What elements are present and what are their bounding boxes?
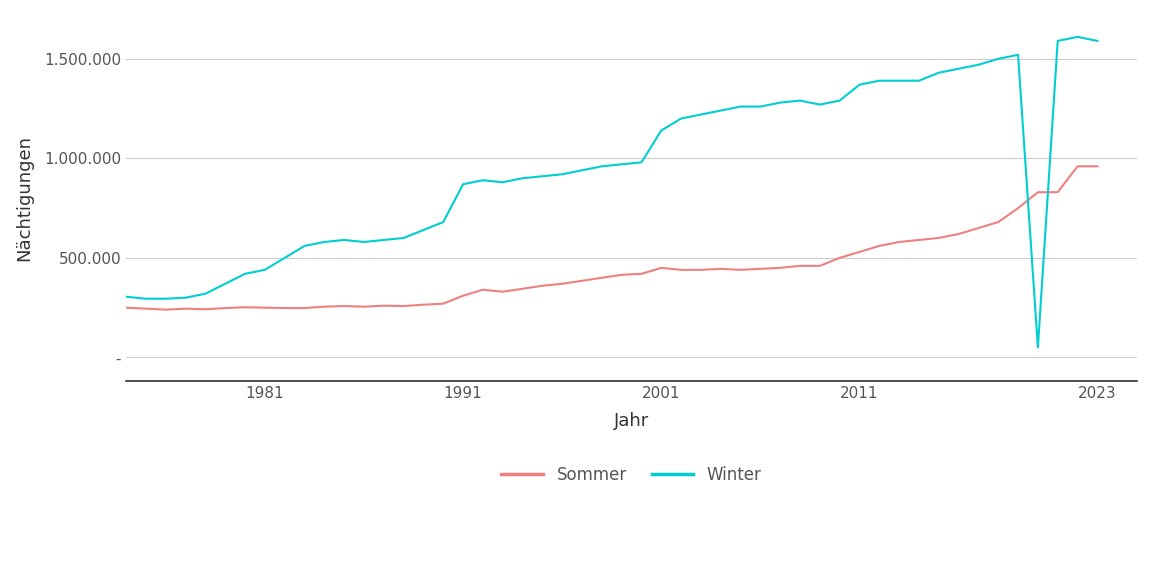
X-axis label: Jahr: Jahr bbox=[614, 412, 650, 430]
Legend: Sommer, Winter: Sommer, Winter bbox=[495, 459, 768, 490]
Y-axis label: Nächtigungen: Nächtigungen bbox=[15, 135, 33, 261]
